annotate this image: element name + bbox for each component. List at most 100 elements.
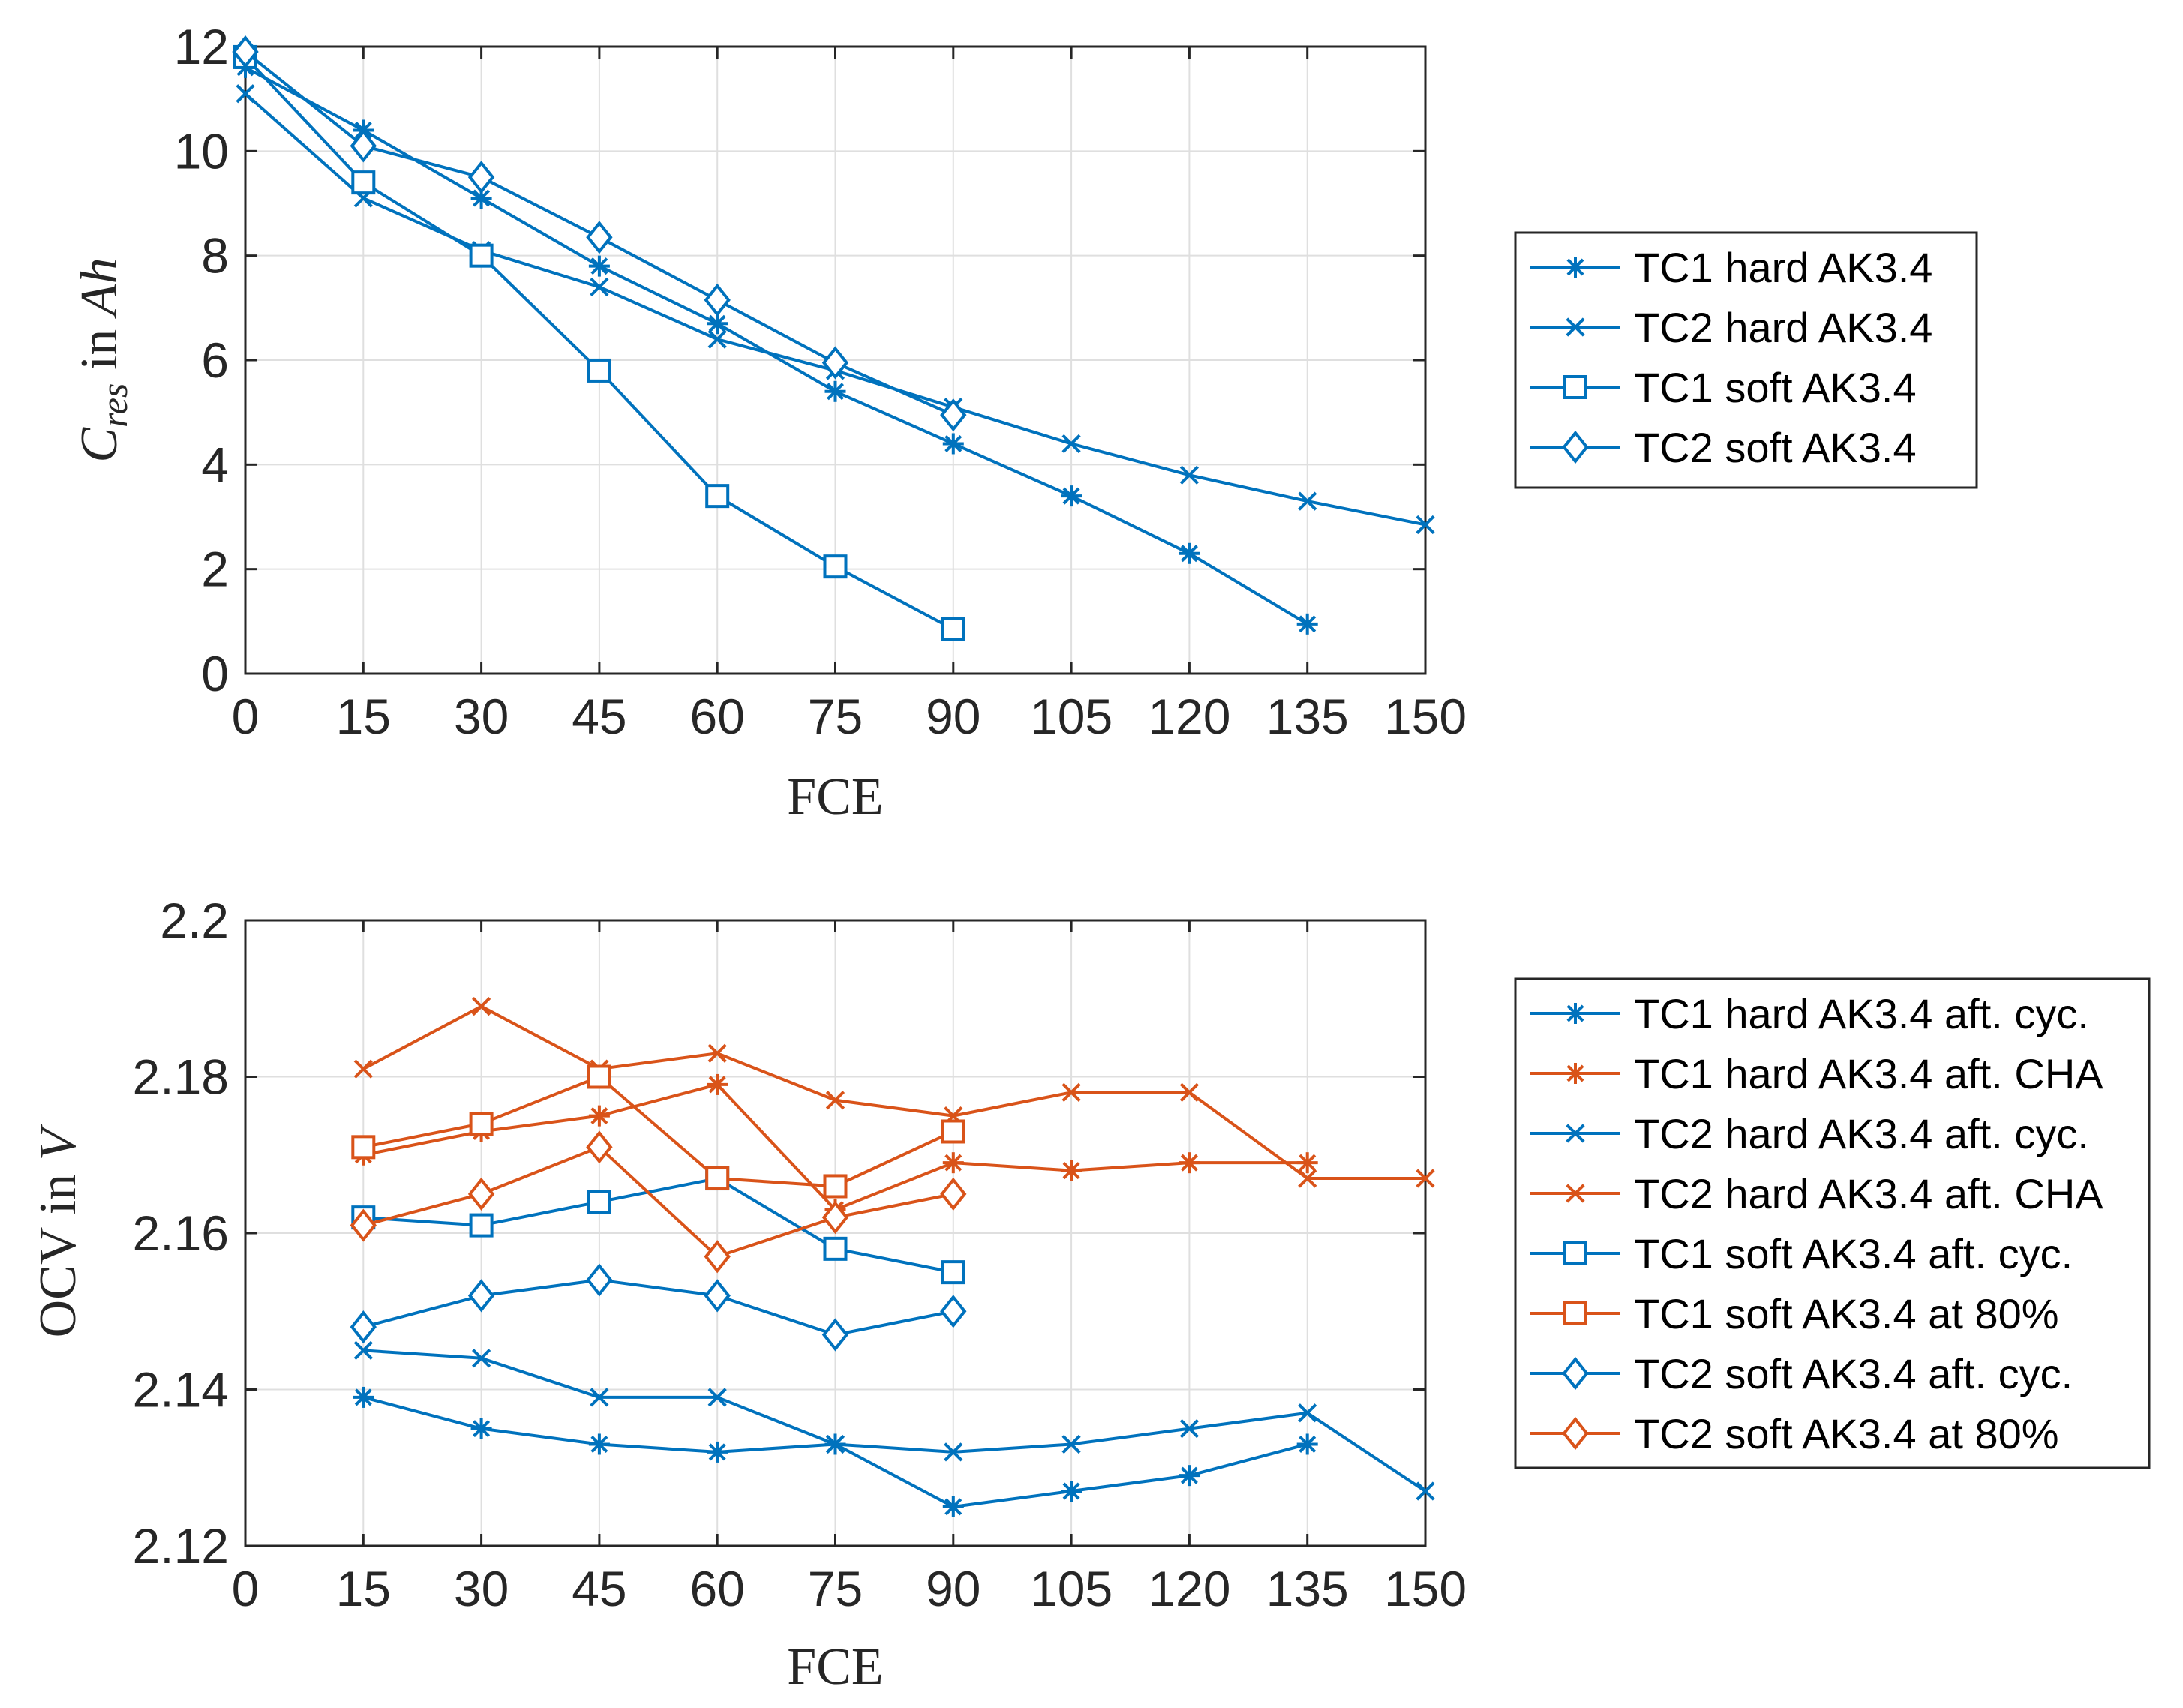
legend-marker [1565, 1003, 1586, 1024]
legend-marker [1562, 1416, 1589, 1451]
data-point [941, 1119, 965, 1144]
data-point [1179, 465, 1200, 485]
data-point [1179, 1152, 1200, 1174]
data-point [236, 84, 255, 104]
series-3 [232, 35, 967, 432]
y-tick-label: 0 [201, 646, 229, 701]
legend-marker [1566, 317, 1585, 337]
x-tick-label: 135 [1266, 1561, 1349, 1616]
x-tick-label: 120 [1148, 689, 1230, 744]
x-tick-label: 60 [689, 689, 744, 744]
legend-marker [1563, 375, 1587, 399]
data-point [1298, 1169, 1317, 1188]
y-tick-label: 2.2 [160, 893, 229, 948]
x-tick-label: 45 [572, 1561, 626, 1616]
data-point [941, 1260, 965, 1285]
data-point [944, 1442, 963, 1462]
legend-label: TC2 hard AK3.4 [1634, 304, 1932, 351]
data-point [232, 35, 259, 69]
x-tick-label: 150 [1384, 1561, 1467, 1616]
data-point [586, 1263, 613, 1297]
y-tick-label: 8 [201, 228, 229, 284]
legend: TC1 hard AK3.4 TC2 hard AK3.4 TC1 soft AK3… [1514, 231, 1978, 489]
legend-marker [1563, 1241, 1587, 1265]
data-point [1296, 613, 1318, 635]
legend-marker [1566, 1184, 1585, 1203]
y-tick-label: 4 [201, 437, 229, 492]
legend-marker [1562, 430, 1589, 464]
data-point [707, 329, 727, 349]
x-tick-label: 90 [926, 689, 980, 744]
data-point [1179, 1419, 1200, 1439]
data-point [942, 1152, 964, 1174]
x-axis-label: FCE [787, 768, 883, 826]
x-tick-label: 30 [454, 689, 509, 744]
legend-label: TC2 hard AK3.4 aft. CHA [1634, 1170, 2103, 1217]
x-tick-label: 105 [1030, 1561, 1113, 1616]
data-point [1179, 1465, 1200, 1487]
data-point [823, 1174, 848, 1199]
data-point [821, 1318, 849, 1352]
y-tick-label: 10 [174, 123, 229, 179]
data-point [1179, 542, 1200, 564]
data-point [467, 161, 495, 194]
data-point [587, 358, 611, 383]
legend-label: TC1 soft AK3.4 aft. cyc. [1634, 1230, 2073, 1277]
legend-marker [1566, 1124, 1585, 1143]
data-point [587, 1064, 611, 1089]
data-point [704, 1240, 731, 1274]
data-point [588, 255, 610, 277]
chart-ocv: 0 15 30 45 60 75 90 105 120 135 150 2.12 2.14 2.16 2.1… [29, 893, 2151, 1696]
data-point [350, 129, 377, 163]
data-point [586, 1130, 613, 1164]
data-point [823, 554, 848, 579]
legend-label: TC1 soft AK3.4 [1634, 364, 1917, 411]
legend-box [1514, 977, 2151, 1469]
x-tick-label: 105 [1030, 689, 1113, 744]
data-point [588, 1105, 610, 1127]
data-point [942, 1496, 964, 1517]
data-point [940, 1177, 967, 1211]
y-tick-label: 2 [201, 542, 229, 597]
data-point [1416, 515, 1435, 535]
data-point [1296, 1152, 1318, 1174]
legend-entry: TC1 soft AK3.4 at 80% [1530, 1290, 2059, 1337]
data-point [823, 1236, 848, 1261]
series-0 [235, 56, 1318, 635]
legend-entry: TC1 hard AK3.4 aft. cyc. [1530, 990, 2089, 1037]
y-axis-label: Cres in Ah [71, 257, 135, 462]
data-point [941, 617, 965, 641]
x-tick-label: 0 [232, 1561, 260, 1616]
y-tick-label: 2.18 [133, 1049, 229, 1105]
legend-label: TC1 hard AK3.4 [1634, 244, 1932, 291]
legend-label: TC2 soft AK3.4 aft. cyc. [1634, 1350, 2073, 1397]
x-tick-label: 90 [926, 1561, 980, 1616]
data-point [704, 1279, 731, 1313]
legend-entry: TC1 soft AK3.4 aft. cyc. [1530, 1230, 2073, 1277]
x-tick-label: 45 [572, 689, 626, 744]
data-point [1061, 1481, 1082, 1502]
legend-entry: TC1 soft AK3.4 [1530, 364, 1917, 411]
x-tick-label: 30 [454, 1561, 509, 1616]
series-3 [353, 997, 1435, 1188]
data-point [469, 1112, 494, 1136]
series-6 [350, 1263, 967, 1352]
series-line [362, 1145, 954, 1259]
data-point [1061, 1082, 1081, 1102]
series-line [245, 66, 1308, 626]
data-point [1061, 434, 1081, 454]
series-4 [351, 1166, 965, 1285]
data-point [353, 1059, 373, 1079]
series-2 [353, 1340, 1435, 1501]
data-point [824, 380, 846, 402]
data-point [471, 1349, 491, 1368]
data-point [1061, 485, 1082, 507]
x-tick-label: 75 [808, 689, 863, 744]
data-point [470, 1418, 492, 1439]
data-point [590, 277, 609, 297]
legend-label: TC2 soft AK3.4 [1634, 424, 1917, 471]
x-tick-label: 135 [1266, 689, 1349, 744]
data-point [825, 1434, 845, 1454]
series-7 [350, 1130, 967, 1274]
series-line [362, 1278, 954, 1337]
